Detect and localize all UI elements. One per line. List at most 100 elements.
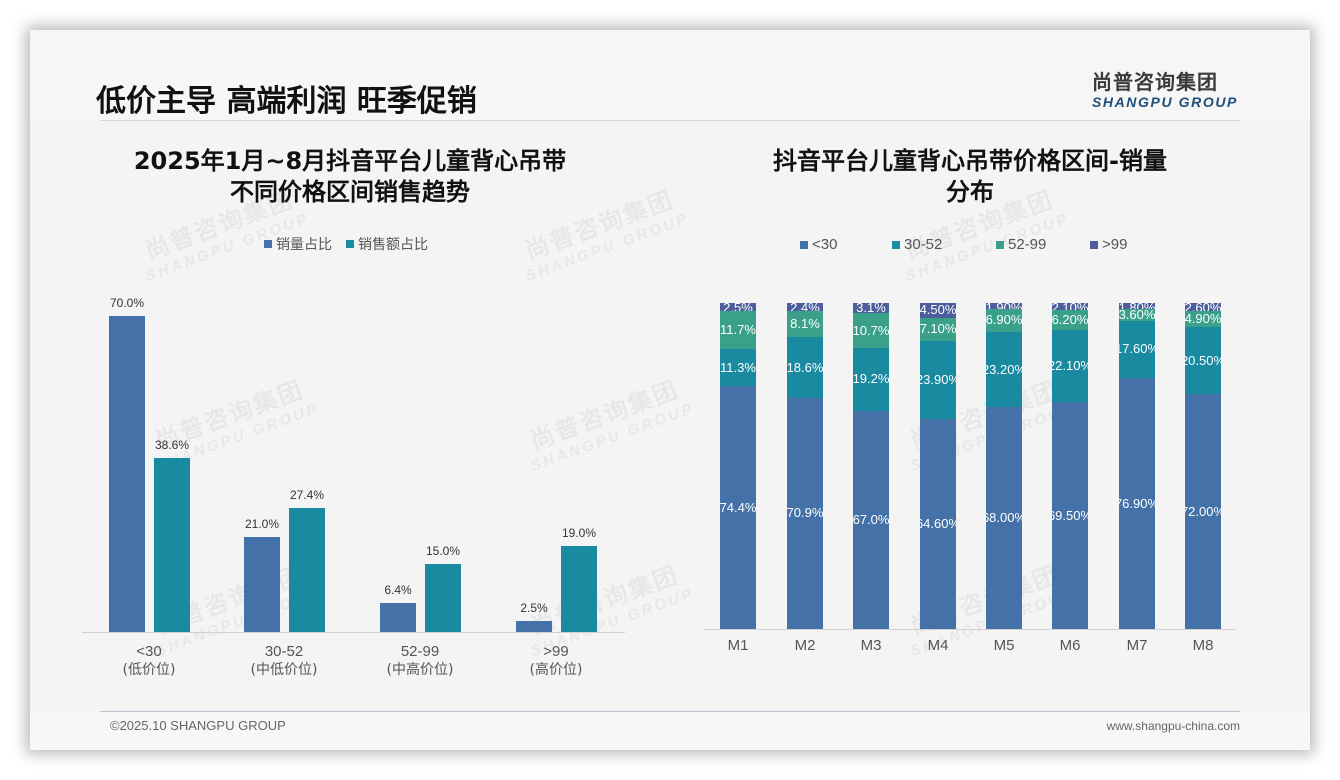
month-label: M2 (794, 637, 816, 654)
segment-value-label: 22.10% (1052, 358, 1088, 374)
legend-item-30-52: 30-52 (892, 236, 996, 253)
legend-item-gt99: >99 (1090, 236, 1127, 253)
stacked-bar-m3: 67.0% 19.2% 10.7% 3.1% (853, 303, 889, 629)
segment-gt99: 3.1% (853, 303, 889, 314)
header-divider (100, 120, 1240, 121)
footer-divider (100, 711, 1240, 712)
segment-gt99: 4.50% (920, 303, 956, 318)
segment-value-label: 2.60% (1185, 303, 1221, 312)
segment-value-label: 3.60% (1119, 308, 1155, 321)
segment-value-label: 76.90% (1119, 495, 1155, 511)
logo-chinese: 尚普咨询集团 (1091, 70, 1218, 94)
segment-lt30: 67.0% (853, 410, 889, 629)
stacked-bar-m8: 72.00% 20.50% 4.90%2.60% (1185, 303, 1221, 629)
category-label: >99 (高价位) (496, 642, 616, 680)
segment-30-52: 17.60% (1119, 320, 1155, 379)
footer-website[interactable]: www.shangpu-china.com (1106, 719, 1240, 733)
page-title: 低价主导 高端利润 旺季促销 (96, 84, 477, 119)
segment-30-52: 22.10% (1052, 330, 1088, 403)
segment-lt30: 69.50% (1052, 402, 1088, 629)
footer (30, 712, 1310, 750)
segment-gt99: 2.10% (1052, 303, 1088, 310)
segment-value-label: 6.90% (986, 312, 1022, 328)
segment-value-label: 19.2% (853, 371, 889, 387)
segment-value-label: 67.0% (853, 511, 889, 527)
segment-lt30: 76.90% (1119, 378, 1155, 629)
segment-value-label: 17.60% (1119, 341, 1155, 357)
segment-value-label: 2.4% (790, 303, 820, 311)
segment-gt99: 1.80% (1119, 303, 1155, 309)
segment-52-99: 4.90% (1185, 311, 1221, 328)
segment-value-label: 20.50% (1185, 352, 1221, 368)
bar-value-label: 15.0% (425, 544, 461, 559)
segment-52-99: 10.7% (853, 313, 889, 348)
bar-volume-share (516, 620, 552, 632)
stacked-bar-m2: 70.9% 18.6% 8.1% 2.4% (787, 303, 823, 629)
stacked-bar-m4: 64.60% 23.90% 7.10% 4.50% (920, 303, 956, 629)
segment-value-label: 18.6% (787, 359, 823, 375)
segment-value-label: 70.9% (787, 505, 823, 521)
bar-value-label: 6.4% (384, 583, 412, 598)
category-label: 52-99 (中高价位) (360, 642, 480, 680)
segment-value-label: 3.1% (856, 303, 886, 314)
bar-value-label: 21.0% (244, 517, 280, 532)
segment-30-52: 19.2% (853, 348, 889, 411)
legend-item-sales-share: 销售额占比 (346, 234, 428, 254)
slide: 低价主导 高端利润 旺季促销 尚普咨询集团 SHANGPU GROUP 尚普咨询… (30, 30, 1310, 750)
month-label: M1 (727, 637, 749, 654)
month-label: M7 (1126, 637, 1148, 654)
segment-value-label: 10.7% (853, 322, 889, 338)
right-chart-title-line1: 抖音平台儿童背心吊带价格区间-销量 (773, 147, 1167, 175)
watermark: 尚普咨询集团 SHANGPU GROUP (526, 375, 697, 476)
segment-52-99: 11.7% (720, 311, 756, 350)
segment-30-52: 11.3% (720, 349, 756, 387)
category-tier: (低价位) (122, 662, 176, 678)
bar-volume-share (109, 316, 145, 632)
category-range: >99 (543, 643, 569, 660)
legend-label-gt99: >99 (1102, 236, 1128, 253)
right-chart-title: 抖音平台儿童背心吊带价格区间-销量 分布 (710, 146, 1230, 208)
legend-label-52-99: 52-99 (1008, 236, 1047, 253)
bar-sales-share (425, 564, 461, 632)
bar-value-label: 70.0% (109, 296, 145, 310)
segment-lt30: 68.00% (986, 407, 1022, 629)
right-chart-title-line2: 分布 (946, 178, 994, 206)
segment-lt30: 64.60% (920, 418, 956, 629)
segment-lt30: 70.9% (787, 397, 823, 629)
legend-swatch-30-52 (892, 240, 900, 249)
segment-gt99: 2.60% (1185, 303, 1221, 312)
legend-label-lt30: <30 (812, 236, 838, 253)
segment-gt99: 1.90% (986, 303, 1022, 310)
legend-item-lt30: <30 (800, 236, 892, 253)
bar-sales-share (154, 457, 190, 632)
logo-english: SHANGPU GROUP (1091, 94, 1238, 110)
month-label: M5 (993, 637, 1015, 654)
stacked-bar-m5: 68.00% 23.20% 6.90% 1.90% (986, 303, 1022, 629)
segment-value-label: 69.50% (1052, 507, 1088, 523)
segment-value-label: 4.50% (920, 303, 956, 318)
segment-value-label: 23.20% (986, 361, 1022, 377)
bar-value-label: 19.0% (561, 526, 597, 541)
segment-value-label: 1.90% (986, 303, 1022, 309)
legend-swatch-sales (346, 240, 354, 248)
category-tier: (高价位) (529, 662, 583, 678)
segment-value-label: 64.60% (920, 515, 956, 531)
segment-lt30: 74.4% (720, 386, 756, 629)
segment-value-label: 11.3% (720, 359, 756, 375)
segment-value-label: 1.80% (1119, 303, 1155, 309)
legend-label-30-52: 30-52 (904, 236, 943, 253)
segment-gt99: 2.5% (720, 303, 756, 312)
bar-value-label: 38.6% (154, 437, 190, 452)
left-chart-x-axis (82, 632, 625, 633)
bar-sales-share (289, 508, 325, 632)
segment-30-52: 20.50% (1185, 327, 1221, 395)
segment-lt30: 72.00% (1185, 394, 1221, 629)
category-label: 30-52 (中低价位) (224, 642, 344, 680)
category-range: 52-99 (400, 643, 440, 660)
category-range: 30-52 (264, 643, 304, 660)
right-chart-legend: <30 30-52 52-99 >99 (800, 236, 1127, 253)
left-chart-title-line2: 不同价格区间销售趋势 (230, 178, 470, 206)
segment-value-label: 2.10% (1052, 303, 1088, 310)
category-range: <30 (136, 643, 162, 660)
footer-copyright: ©2025.10 SHANGPU GROUP (110, 718, 286, 733)
